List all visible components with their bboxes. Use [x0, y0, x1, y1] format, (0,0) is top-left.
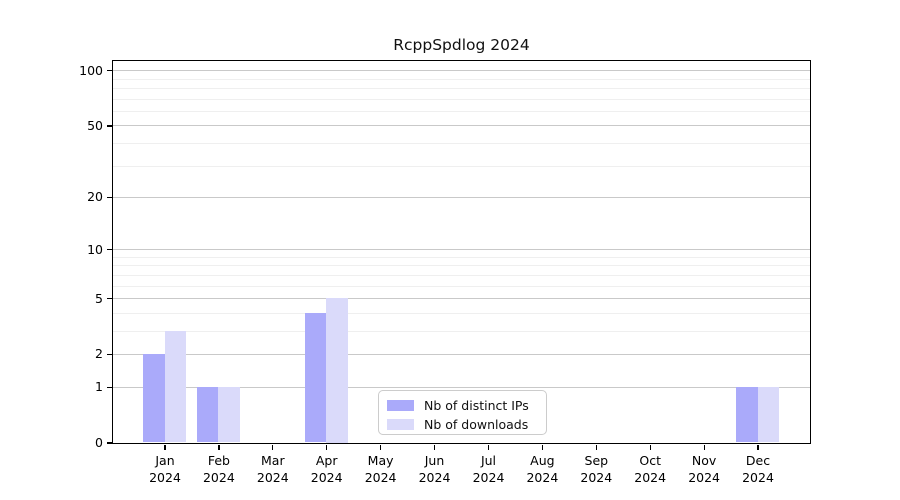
- x-tick-mark-feb: [218, 444, 220, 450]
- gridline-1: [112, 386, 810, 388]
- gridline-minor-60: [112, 110, 810, 112]
- y-tick-label-100: 100: [79, 62, 103, 78]
- legend-swatch-distinct-ips-icon: [387, 400, 414, 411]
- chart-title: RcppSpdlog 2024: [393, 36, 530, 54]
- gridline-minor-30: [112, 165, 810, 167]
- x-tick-mark-aug: [541, 444, 544, 450]
- gridline-minor-90: [112, 78, 810, 80]
- legend-row-downloads: Nb of downloads: [387, 416, 538, 433]
- y-tick-label-50: 50: [87, 117, 103, 133]
- x-tick-mark-jan: [164, 444, 166, 450]
- x-tick-mark-nov: [703, 444, 705, 450]
- gridline-20: [112, 196, 810, 198]
- y-tick-label-5: 5: [95, 290, 103, 306]
- gridline-minor-80: [112, 88, 810, 90]
- legend-label-downloads: Nb of downloads: [424, 417, 529, 432]
- plot-area: [111, 59, 811, 444]
- gridline-10: [112, 249, 810, 251]
- y-tick-mark-100: [106, 70, 112, 72]
- y-tick-label-20: 20: [87, 189, 103, 205]
- x-tick-mark-dec: [757, 444, 759, 450]
- gridline-2: [112, 353, 810, 355]
- legend-row-distinct-ips: Nb of distinct IPs: [387, 397, 538, 414]
- gridline-5: [112, 298, 810, 299]
- x-tick-label-oct: Oct 2024: [634, 453, 667, 485]
- bar-downloads-apr: [326, 298, 348, 443]
- x-tick-mark-sep: [595, 444, 597, 450]
- bar-downloads-jan: [164, 330, 186, 443]
- y-tick-mark-2: [106, 353, 112, 356]
- legend-swatch-downloads-icon: [387, 419, 414, 430]
- y-tick-mark-20: [106, 196, 112, 199]
- x-tick-mark-mar: [272, 444, 274, 450]
- y-tick-mark-10: [106, 249, 112, 251]
- bar-downloads-feb: [218, 386, 240, 443]
- x-tick-mark-oct: [649, 444, 651, 450]
- bar-distinct-ips-dec: [736, 386, 758, 443]
- plot-inner: [112, 61, 810, 443]
- x-tick-mark-jul: [487, 444, 490, 450]
- x-tick-label-mar: Mar 2024: [256, 453, 289, 485]
- x-tick-label-sep: Sep 2024: [580, 453, 613, 485]
- x-tick-label-aug: Aug 2024: [526, 453, 559, 485]
- y-tick-label-10: 10: [87, 241, 103, 257]
- legend: Nb of distinct IPs Nb of downloads: [378, 390, 547, 435]
- bar-downloads-dec: [757, 386, 779, 443]
- y-tick-label-0: 0: [95, 435, 103, 450]
- x-tick-label-dec: Dec 2024: [742, 453, 774, 485]
- x-tick-mark-apr: [326, 444, 328, 450]
- y-tick-label-2: 2: [95, 346, 103, 362]
- gridline-minor-40: [112, 143, 810, 144]
- x-tick-label-apr: Apr 2024: [310, 453, 343, 485]
- x-tick-label-jul: Jul 2024: [472, 453, 505, 485]
- gridline-minor-9: [112, 256, 810, 258]
- y-tick-mark-5: [106, 297, 112, 300]
- x-tick-label-may: May 2024: [364, 453, 397, 485]
- gridline-minor-6: [112, 285, 810, 287]
- x-tick-mark-jun: [433, 444, 436, 450]
- y-tick-label-1: 1: [95, 379, 103, 395]
- x-tick-label-nov: Nov 2024: [688, 453, 720, 485]
- gridline-minor-8: [112, 265, 810, 267]
- x-tick-label-jan: Jan 2024: [149, 453, 181, 485]
- x-tick-mark-may: [380, 444, 382, 450]
- x-tick-label-feb: Feb 2024: [202, 453, 235, 485]
- bar-distinct-ips-feb: [196, 386, 219, 443]
- gridline-minor-3: [112, 330, 810, 332]
- y-tick-mark-50: [106, 125, 112, 127]
- gridline-minor-7: [112, 274, 810, 276]
- gridline-50: [112, 125, 810, 127]
- x-tick-label-jun: Jun 2024: [418, 453, 451, 485]
- legend-label-distinct-ips: Nb of distinct IPs: [424, 398, 529, 413]
- gridline-100: [112, 70, 810, 72]
- bar-distinct-ips-jan: [143, 353, 165, 443]
- y-tick-mark-1: [106, 386, 112, 388]
- y-tick-mark-0: [106, 442, 112, 444]
- gridline-minor-4: [112, 312, 810, 314]
- gridline-minor-70: [112, 98, 810, 100]
- bar-distinct-ips-apr: [304, 312, 327, 443]
